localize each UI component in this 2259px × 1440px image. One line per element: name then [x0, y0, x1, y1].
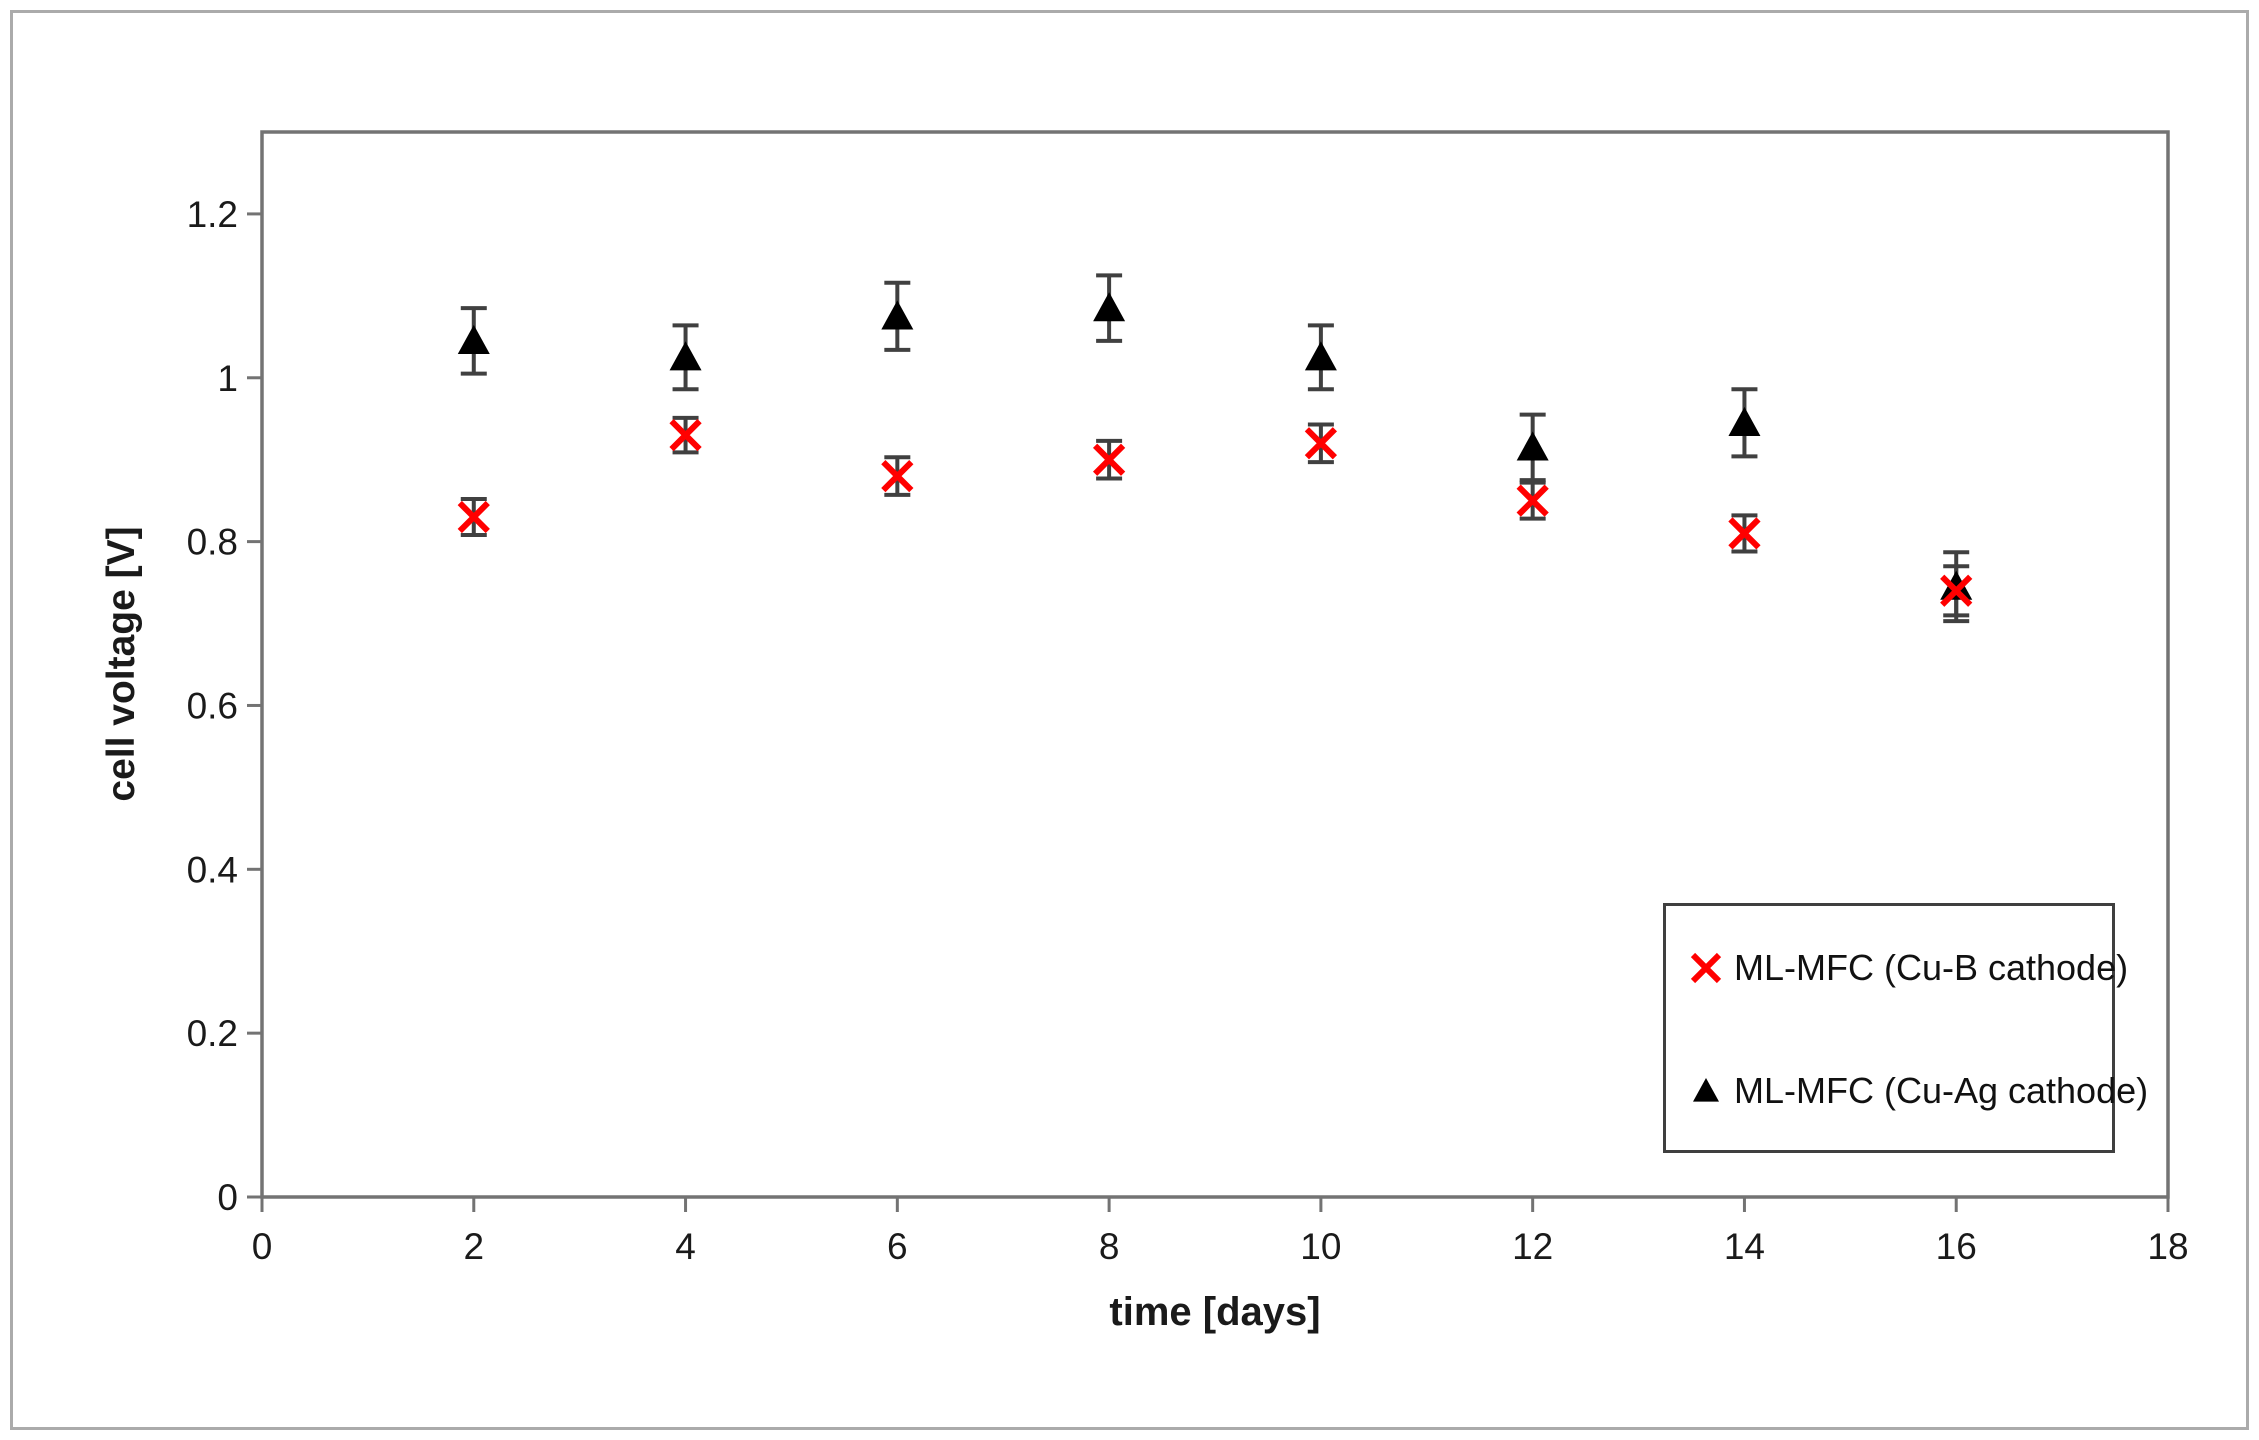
x-tick-label: 4: [675, 1226, 696, 1267]
data-point-marker: [1093, 292, 1126, 322]
x-tick-label: 0: [252, 1226, 273, 1267]
plot-border: [260, 130, 2170, 1199]
y-tick-label: 0.6: [187, 685, 238, 726]
data-point-marker: [457, 324, 490, 355]
y-tick-label: 1: [217, 358, 238, 399]
data-point-marker: [1304, 427, 1338, 460]
data-point-marker: [1728, 517, 1761, 550]
x-tick-label: 8: [1099, 1226, 1120, 1267]
x-tick-label: 10: [1300, 1226, 1341, 1267]
x-tick-label: 14: [1724, 1226, 1765, 1267]
y-tick-label: 0: [217, 1177, 238, 1218]
data-point-marker: [881, 300, 914, 330]
legend-marker-glyph: [1690, 952, 1722, 984]
data-point-marker: [457, 500, 490, 534]
x-tick-label: 2: [463, 1226, 484, 1267]
legend-marker-triangle-icon: [1693, 1078, 1719, 1102]
data-point-marker: [1940, 570, 1973, 600]
series-cu-ag: [457, 292, 1973, 600]
data-point-marker: [669, 341, 702, 371]
x-axis-title: time [days]: [1109, 1289, 1321, 1334]
y-tick-label: 0.4: [187, 849, 238, 890]
x-tick-label: 18: [2147, 1226, 2188, 1267]
data-point-marker: [669, 418, 702, 452]
data-point-marker: [1092, 443, 1126, 476]
data-point-marker: [1940, 574, 1973, 607]
y-tick-label: 0.2: [187, 1013, 238, 1054]
x-tick-label: 16: [1936, 1226, 1977, 1267]
y-axis-title: cell voltage [V]: [100, 526, 143, 802]
legend-box: ML-MFC (Cu-B cathode) ML-MFC (Cu-Ag cath…: [1663, 903, 2148, 1153]
legend-marker-x-icon: [1690, 952, 1722, 984]
legend-item-cu-ag: ML-MFC (Cu-Ag cathode): [1686, 1070, 2148, 1112]
y-tick-label: 1.2: [187, 194, 238, 235]
data-point-marker: [881, 459, 914, 493]
data-point-marker: [1304, 341, 1337, 371]
x-tick-label: 6: [887, 1226, 908, 1267]
legend-label-cu-ag: ML-MFC (Cu-Ag cathode): [1734, 1070, 2149, 1111]
y-tick-label: 0.8: [187, 522, 238, 563]
data-point-marker: [1728, 406, 1761, 436]
data-point-marker: [1516, 484, 1549, 517]
legend-label-cu-b: ML-MFC (Cu-B cathode): [1734, 947, 2129, 988]
series-cu-b: [457, 418, 1973, 607]
x-tick-label: 12: [1512, 1226, 1553, 1267]
legend-marker-glyph: [1693, 1078, 1719, 1102]
legend-item-cu-b: ML-MFC (Cu-B cathode): [1686, 947, 2128, 989]
data-point-marker: [1516, 431, 1549, 461]
